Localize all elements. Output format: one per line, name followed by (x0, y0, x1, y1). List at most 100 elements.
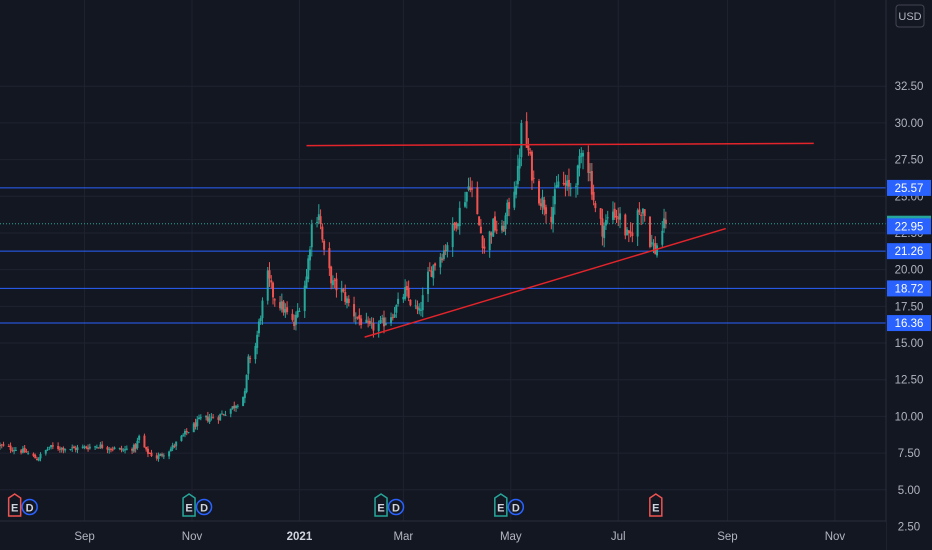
time-tick-label: Sep (717, 531, 737, 543)
candle-body (648, 216, 651, 247)
candle-body (243, 391, 246, 399)
candle-body (393, 314, 396, 318)
candle-body (9, 445, 12, 450)
dividend-icon (21, 498, 38, 516)
candle-body (198, 417, 201, 419)
candle-body (368, 320, 371, 324)
candle-body (148, 453, 151, 455)
candle-body (35, 459, 38, 461)
candle-body (340, 288, 343, 293)
time-axis-panel[interactable] (0, 521, 886, 550)
price-tick-label: 32.50 (895, 81, 924, 93)
event-marker-letter: E (497, 503, 504, 515)
candle-body (270, 280, 273, 283)
candle-body (97, 447, 100, 449)
candle-body (108, 449, 111, 451)
candle-body (88, 446, 91, 449)
candle-body (567, 179, 570, 187)
candle-body (479, 226, 482, 234)
candle-body (113, 447, 116, 450)
candle-body (57, 445, 60, 449)
candle-body (515, 186, 518, 195)
candle-body (624, 214, 627, 236)
time-axis-labels: Sep Nov 2021 Mar May Jul Sep Nov (74, 531, 845, 543)
event-marker-letter: D (392, 503, 400, 515)
trend-lines[interactable] (306, 142, 814, 338)
candle-body (384, 323, 387, 326)
candle-body (159, 453, 162, 456)
candle-body (120, 448, 123, 451)
candle-body (434, 263, 437, 266)
time-tick-label: Sep (74, 531, 94, 543)
candle-body (643, 209, 646, 217)
candle-body (293, 321, 296, 327)
event-marker-letter: E (652, 503, 659, 515)
candle-body (219, 414, 222, 421)
earnings-marker[interactable]: E (494, 493, 508, 517)
price-axis-labels: 2.50 5.00 7.50 10.00 12.50 15.00 17.50 20.00 22.… (895, 81, 924, 533)
candle-body (249, 357, 252, 359)
trend-line[interactable] (364, 227, 726, 338)
candle-body (247, 356, 250, 374)
candle-body (87, 447, 90, 450)
candle-body (71, 447, 74, 449)
earnings-marker[interactable]: E (182, 493, 196, 517)
candle-body (224, 414, 227, 416)
price-tick-label: 2.50 (898, 521, 920, 533)
candle-body (124, 449, 127, 451)
candle-body (441, 258, 444, 261)
candle-body (155, 455, 158, 459)
candle-body (478, 216, 481, 226)
price-tick-label: 17.50 (895, 301, 924, 313)
candle-body (2, 444, 5, 446)
currency-button[interactable]: USD (895, 4, 925, 28)
candle-body (346, 298, 349, 304)
candle-body (488, 231, 491, 251)
candle-body (576, 165, 579, 185)
candle-body (483, 246, 486, 249)
candle-body (661, 230, 664, 245)
earnings-marker[interactable]: E (7, 493, 22, 517)
time-tick-label: Nov (182, 531, 203, 543)
candle-body (303, 285, 306, 312)
dividend-marker[interactable]: D (195, 498, 213, 516)
candle-body (74, 448, 77, 450)
price-axis-panel[interactable] (886, 0, 932, 550)
dividend-marker[interactable]: D (387, 498, 405, 516)
candle-body (282, 301, 285, 313)
candle-body (525, 121, 528, 148)
candle-body (493, 216, 496, 231)
candle-body (476, 187, 479, 215)
candle-body (619, 213, 622, 220)
candle-body (397, 298, 400, 304)
candle-body (39, 454, 42, 459)
earnings-marker[interactable]: E (374, 493, 388, 517)
candle-body (305, 276, 308, 289)
trend-line[interactable] (306, 142, 814, 147)
candle-body (138, 435, 141, 440)
candle-body (377, 323, 380, 331)
candle-body (492, 218, 495, 237)
dividend-marker[interactable]: D (507, 498, 525, 516)
candle-body (358, 315, 361, 320)
candle-body (654, 242, 657, 254)
candle-body (272, 282, 275, 298)
candle-body (427, 271, 430, 295)
candle-body (552, 207, 555, 224)
candle-body (407, 287, 410, 298)
candle-body (455, 222, 458, 229)
candle-body (23, 447, 26, 452)
candle-body (296, 310, 299, 317)
dividend-marker[interactable]: D (21, 498, 38, 516)
candle-body (182, 434, 185, 436)
candle-body (663, 218, 666, 229)
candle-body (569, 187, 572, 189)
candle-body (32, 453, 35, 456)
candle-body (235, 406, 238, 409)
candle-body (109, 448, 112, 450)
horizontal-levels[interactable] (0, 187, 886, 324)
level-price-badge: 18.72 (895, 283, 924, 295)
earnings-marker[interactable]: E (649, 493, 663, 517)
